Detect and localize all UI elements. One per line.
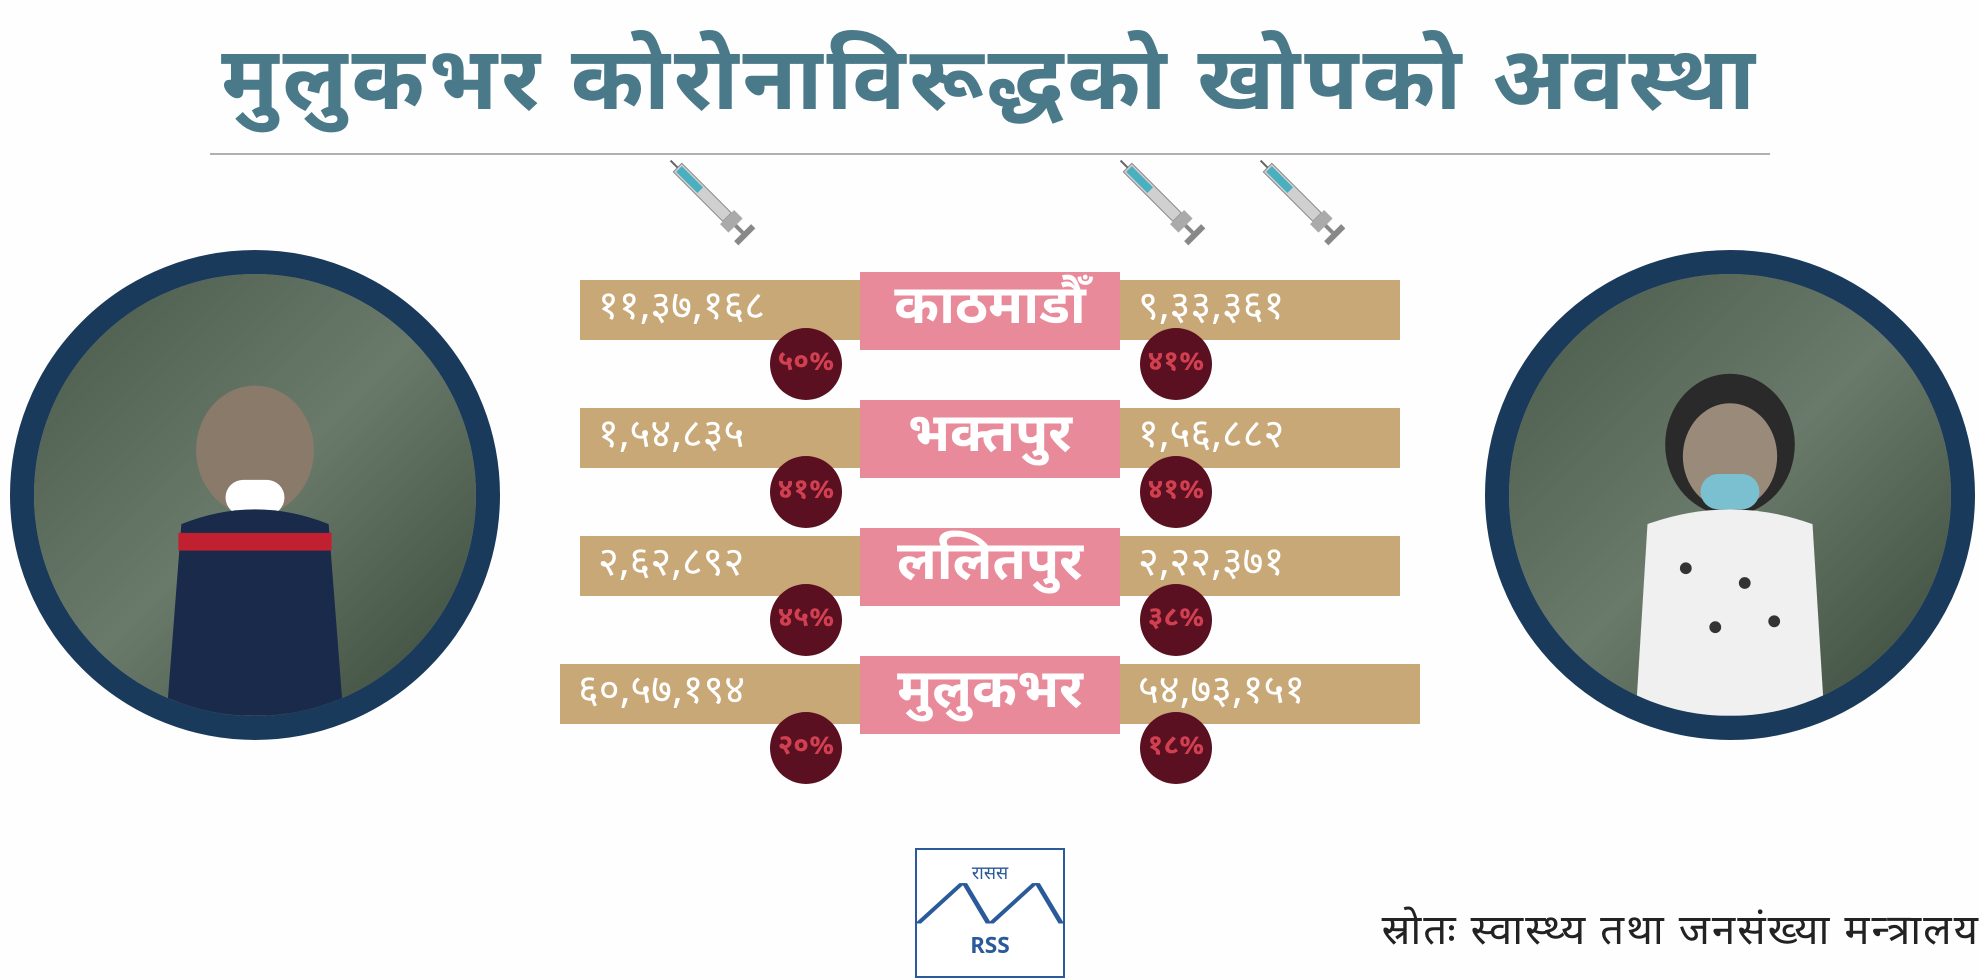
- person-silhouette-icon: [100, 362, 409, 716]
- dose2-pct: ४१%: [1140, 456, 1212, 528]
- district-label: ललितपुर: [860, 528, 1120, 606]
- dose1-pct: २०%: [770, 712, 842, 784]
- district-label: मुलुकभर: [860, 656, 1120, 734]
- syringe-icon: [1246, 146, 1373, 273]
- dose2-pct: १८%: [1140, 712, 1212, 784]
- logo-glyph: ⟋⟍⟋⟍: [917, 887, 1063, 934]
- dose2-pct: ४१%: [1140, 328, 1212, 400]
- rss-logo: रासस ⟋⟍⟋⟍ RSS: [915, 848, 1065, 978]
- data-row: ६०,५७,१९४ मुलुकभर ५४,७३,१५१ २०% १८%: [530, 664, 1450, 744]
- syringe-icon: [656, 146, 783, 273]
- dose1-pct: ४५%: [770, 584, 842, 656]
- district-label: काठमाडौँ: [860, 272, 1120, 350]
- logo-bottom-text: RSS: [970, 933, 1009, 962]
- person-silhouette-icon: [1575, 362, 1884, 716]
- district-label: भक्तपुर: [860, 400, 1120, 478]
- dose1-pct: ४१%: [770, 456, 842, 528]
- photo-right: [1485, 250, 1975, 740]
- data-row: २,६२,८९२ ललितपुर २,२२,३७१ ४५% ३८%: [530, 536, 1450, 616]
- syringe-icon: [1106, 146, 1233, 273]
- photo-left: [10, 250, 500, 740]
- data-table: ११,३७,१६८ काठमाडौँ ९,३३,३६१ ५०% ४१% १,५४…: [530, 280, 1450, 792]
- data-row: ११,३७,१६८ काठमाडौँ ९,३३,३६१ ५०% ४१%: [530, 280, 1450, 360]
- data-row: १,५४,८३५ भक्तपुर १,५६,८८२ ४१% ४१%: [530, 408, 1450, 488]
- photo-placeholder-female: [1509, 274, 1951, 716]
- title-underline: [210, 153, 1770, 155]
- source-text: स्रोतः स्वास्थ्य तथा जनसंख्या मन्त्रालय: [1382, 907, 1980, 962]
- dose1-pct: ५०%: [770, 328, 842, 400]
- photo-placeholder-male: [34, 274, 476, 716]
- dose2-pct: ३८%: [1140, 584, 1212, 656]
- page-title: मुलुकभर कोरोनाविरूद्धको खोपको अवस्था: [0, 0, 1980, 145]
